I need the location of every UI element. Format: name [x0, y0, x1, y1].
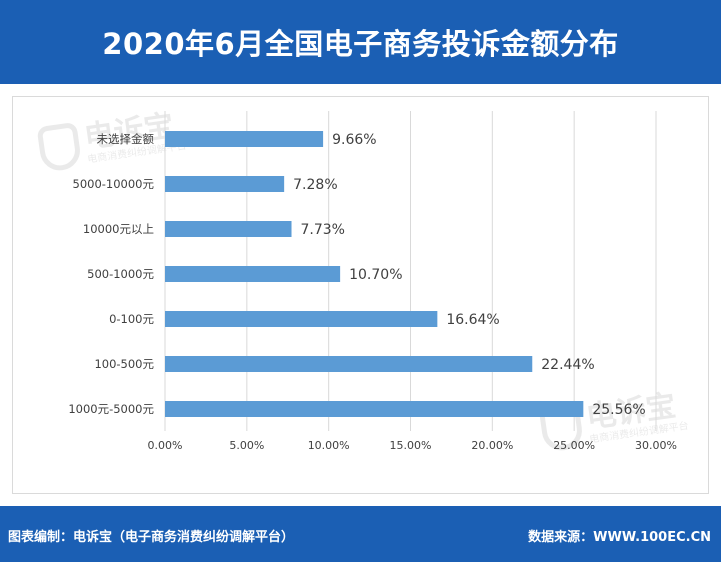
- bar: [165, 266, 341, 282]
- value-label: 25.56%: [592, 402, 645, 418]
- value-label: 9.66%: [332, 132, 376, 148]
- category-label: 5000-10000元: [73, 177, 155, 191]
- page-title: 2020年6月全国电子商务投诉金额分布: [102, 27, 619, 61]
- footer-credit: 图表编制：电诉宝（电子商务消费纠纷调解平台）: [8, 530, 295, 545]
- category-label: 未选择金额: [97, 132, 155, 146]
- value-label: 16.64%: [446, 312, 499, 328]
- category-label: 100-500元: [94, 357, 154, 371]
- bar: [165, 131, 324, 147]
- bar: [165, 356, 533, 372]
- bar: [165, 401, 584, 417]
- bar: [165, 221, 292, 237]
- x-tick-label: 20.00%: [471, 439, 513, 452]
- x-tick-label: 10.00%: [308, 439, 350, 452]
- value-label: 22.44%: [541, 357, 594, 373]
- chart-panel: 电诉宝 电商消费纠纷调解平台 电诉宝 电商消费纠纷调解平台 0.00% 5.00%…: [12, 96, 709, 494]
- x-tick-label: 25.00%: [553, 439, 595, 452]
- value-label: 7.28%: [293, 177, 337, 193]
- footer-source: 数据来源：WWW.100EC.CN: [528, 530, 711, 545]
- value-label: 10.70%: [349, 267, 402, 283]
- bar-chart: 0.00% 5.00% 10.00% 15.00% 20.00% 25.00% 30.00%…: [68, 111, 677, 452]
- x-tick-label: 0.00%: [148, 439, 183, 452]
- category-label: 10000元以上: [83, 222, 154, 236]
- x-tick-label: 15.00%: [390, 439, 432, 452]
- footer-bar: 图表编制：电诉宝（电子商务消费纠纷调解平台） 数据来源：WWW.100EC.CN: [0, 506, 721, 562]
- x-tick-label: 5.00%: [229, 439, 264, 452]
- bar: [165, 176, 285, 192]
- header-bar: 2020年6月全国电子商务投诉金额分布: [0, 0, 721, 84]
- bar: [165, 311, 438, 327]
- category-label: 500-1000元: [87, 267, 154, 281]
- x-tick-label: 30.00%: [635, 439, 677, 452]
- category-label: 1000元-5000元: [68, 402, 154, 416]
- value-label: 7.73%: [301, 222, 345, 238]
- category-label: 0-100元: [109, 312, 154, 326]
